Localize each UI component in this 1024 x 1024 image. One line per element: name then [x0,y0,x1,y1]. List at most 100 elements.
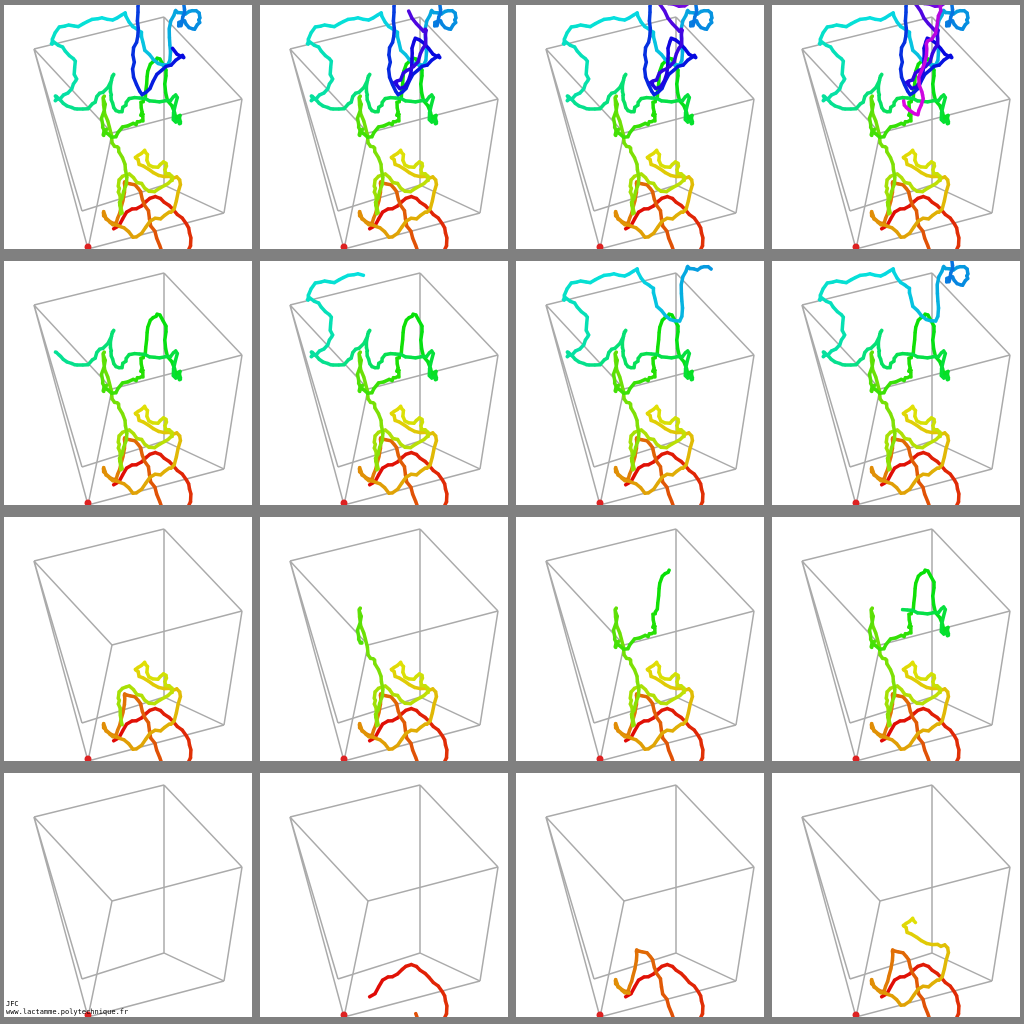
cube-edge [599,388,625,505]
cube-edge [343,644,369,761]
cube-edge [675,784,755,868]
cube-edge [991,610,1011,726]
cube-edge [289,784,421,818]
tube-segment [699,244,705,249]
cube-edge [545,304,625,390]
cube-edge [675,272,755,356]
cube-edge [337,952,421,980]
cube-edge [735,98,755,214]
origin-dot [340,755,348,761]
tube-segment [406,9,414,20]
cube-edge [479,610,499,726]
cube-edge [343,388,369,505]
tube-segment [706,264,713,271]
tube-segment [666,568,671,575]
cube-edge [163,272,243,356]
cube-edge [289,560,369,646]
tube-segment [955,500,961,505]
cube-edge [33,560,113,646]
cube-edge [801,816,857,1017]
cube-edge [801,48,851,212]
cube-edge [599,644,625,761]
tube-segment [443,1012,449,1017]
cube-edge [289,816,339,980]
cube-edge [163,528,243,612]
cube-edge [419,528,499,612]
origin-dot [340,499,348,505]
tube-segment [699,1012,705,1017]
cube-edge [419,184,481,214]
cube-edge [289,304,369,390]
cube-edge [33,816,113,902]
cube-edge [419,16,499,100]
panel [4,5,252,249]
tube-segment [119,719,124,727]
cube-edge [33,816,83,980]
cube-edge [33,560,83,724]
cube-edge [81,952,165,980]
cube-edge [367,866,499,902]
tube-segment [187,244,193,249]
cube-edge [87,132,113,249]
cube-edge [991,98,1011,214]
origin-dot [852,1011,860,1017]
cube-edge [33,48,113,134]
cube-edge [223,98,243,214]
cube-edge [931,16,1011,100]
cube-edge [599,900,625,1017]
tube-segment [414,1011,419,1017]
cube-edge [675,16,755,100]
panel [772,261,1020,505]
cube-edge [931,952,993,982]
cube-edge [479,354,499,470]
cube-edge [801,528,933,562]
cube-edge [545,304,601,505]
origin-dot [84,1011,92,1017]
origin-dot [852,243,860,249]
tube-segment [955,244,961,249]
panel [772,5,1020,249]
panel [4,517,252,761]
cube-edge [801,304,881,390]
cube-edge [163,16,243,100]
origin-dot [596,755,604,761]
origin-dot [84,499,92,505]
tube-segment [955,1012,961,1017]
cube-edge [33,816,89,1017]
cube-edge [419,952,481,982]
cube-edge [855,132,881,249]
cube-edge [87,900,113,1017]
cube-edge [419,784,499,868]
tube-segment [356,272,366,278]
cube-edge [931,184,993,214]
cube-edge [479,866,499,982]
tube-segment [699,500,705,505]
panel [4,261,252,505]
cube-edge [855,644,881,761]
cube-edge [931,272,1011,356]
cube-edge [931,528,1011,612]
cube-edge [545,48,595,212]
cube-edge [931,696,993,726]
cube-edge [675,696,737,726]
cube-edge [419,272,499,356]
cube-edge [343,900,369,1017]
cube-edge [289,560,339,724]
cube-edge [111,866,243,902]
cube-edge [343,132,369,249]
panel [516,517,764,761]
cube-edge [419,696,481,726]
tube-segment [901,99,907,107]
cube-edge [163,952,225,982]
cube-edge [801,48,881,134]
cube-edge [289,304,345,505]
panel [772,517,1020,761]
panel [516,5,764,249]
cube-edge [801,560,881,646]
cube-edge [623,610,755,646]
tube-segment [682,5,690,8]
panel [260,517,508,761]
tube-segment [699,756,705,761]
cube-edge [545,304,595,468]
origin-dot [596,499,604,505]
